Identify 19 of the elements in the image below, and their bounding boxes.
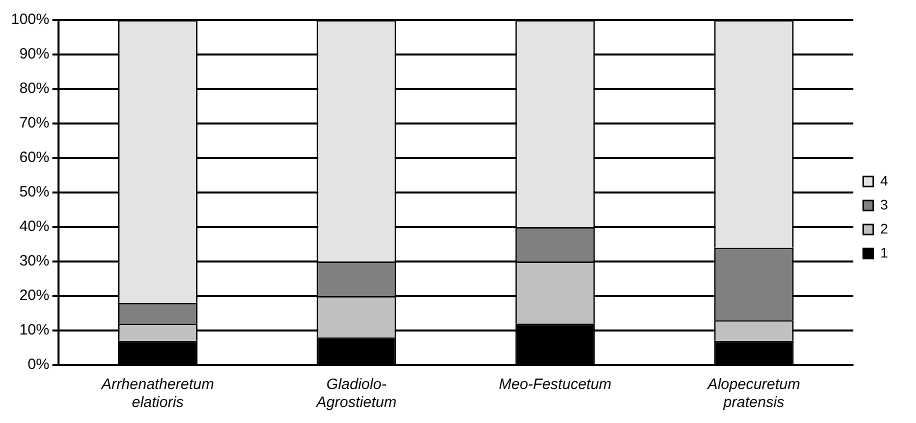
y-tick-label: 80% — [19, 80, 50, 98]
legend-label: 3 — [880, 196, 888, 212]
y-tick-label: 100% — [10, 11, 50, 28]
x-tick-label: Arrhenatheretum elatioris — [100, 376, 214, 412]
legend-label: 4 — [880, 172, 888, 188]
y-tick-label: 70% — [19, 114, 50, 132]
y-tick-label: 60% — [19, 149, 50, 166]
x-tick-label: Gladiolo-Agrostietum — [315, 376, 396, 412]
legend-label: 1 — [880, 244, 888, 260]
x-tick-label: Meo-Festucetum — [498, 376, 612, 394]
y-tick-label: 20% — [19, 287, 50, 304]
legend-label: 2 — [880, 220, 888, 236]
y-tick-label: 0% — [28, 356, 50, 374]
y-tick-label: 40% — [19, 218, 50, 236]
y-tick-label: 10% — [19, 322, 50, 339]
y-tick-label: 50% — [19, 184, 50, 201]
y-tick-label: 30% — [19, 252, 50, 270]
y-tick-label: 90% — [19, 46, 50, 63]
x-tick-label: Alopecuretum pratensis — [706, 376, 800, 412]
